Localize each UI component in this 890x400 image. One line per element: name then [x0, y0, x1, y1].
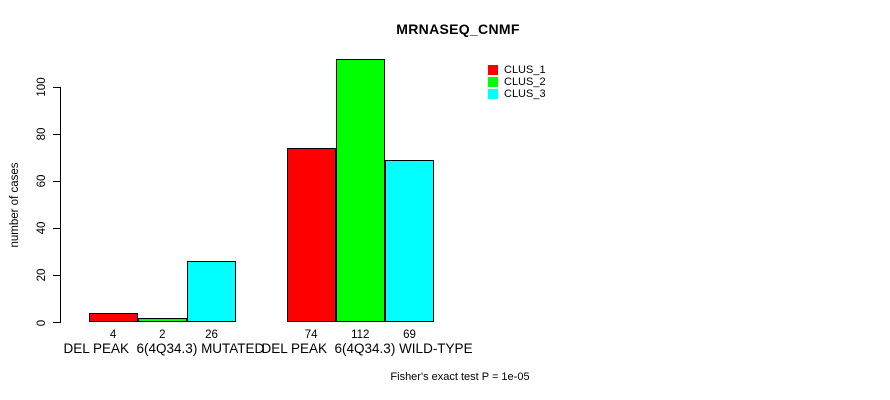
y-axis-label: number of cases [9, 162, 21, 248]
bar-value-label: 69 [403, 329, 416, 341]
bar-clus_2-group2 [335, 58, 385, 323]
y-tick-mark [52, 274, 60, 276]
bar-value-label: 4 [109, 329, 117, 341]
legend-swatch-icon [488, 89, 498, 99]
bar-value-label: 2 [159, 329, 166, 341]
bar-clus_3-group2 [384, 160, 435, 323]
y-tick-mark [52, 86, 60, 88]
legend-item-clus_3: CLUS_3 [488, 88, 546, 100]
bar-clus_3-group1 [186, 261, 237, 323]
bar-clus_1-group1 [88, 313, 138, 323]
y-tick-label: 20 [36, 269, 48, 282]
y-tick-label: 100 [36, 77, 48, 97]
bar-value-label: 112 [351, 329, 370, 341]
y-tick-mark [52, 133, 60, 135]
y-tick-label: 0 [36, 319, 48, 326]
y-tick-label: 80 [36, 127, 48, 141]
chart-title: MRNASEQ_CNMF [396, 21, 520, 37]
legend-swatch-icon [488, 77, 498, 87]
y-tick-mark [52, 180, 60, 182]
bar-value-label: 74 [304, 329, 318, 341]
legend: CLUS_1 CLUS_2 CLUS_3 [488, 65, 546, 101]
legend-item-clus_2: CLUS_2 [488, 76, 546, 88]
legend-item-clus_1: CLUS_1 [488, 64, 546, 76]
bar-clus_2-group1 [137, 317, 187, 323]
y-tick-label: 40 [36, 221, 48, 235]
y-tick-mark [52, 227, 60, 229]
bar-value-label: 26 [205, 329, 218, 341]
bar-clus_1-group2 [286, 148, 336, 323]
y-tick-mark [52, 322, 60, 323]
y-tick-label: 60 [36, 174, 48, 188]
annotation-text: Fisher's exact test P = 1e-05 [390, 371, 530, 383]
legend-label: CLUS_1 [504, 64, 546, 76]
y-axis-line [59, 86, 61, 323]
group-label: DEL PEAK 6(4Q34.3) WILD-TYPE [261, 341, 473, 356]
group-label: DEL PEAK 6(4Q34.3) MUTATED [63, 341, 265, 356]
legend-label: CLUS_2 [504, 76, 546, 88]
legend-label: CLUS_3 [504, 88, 546, 100]
legend-swatch-icon [488, 65, 498, 75]
